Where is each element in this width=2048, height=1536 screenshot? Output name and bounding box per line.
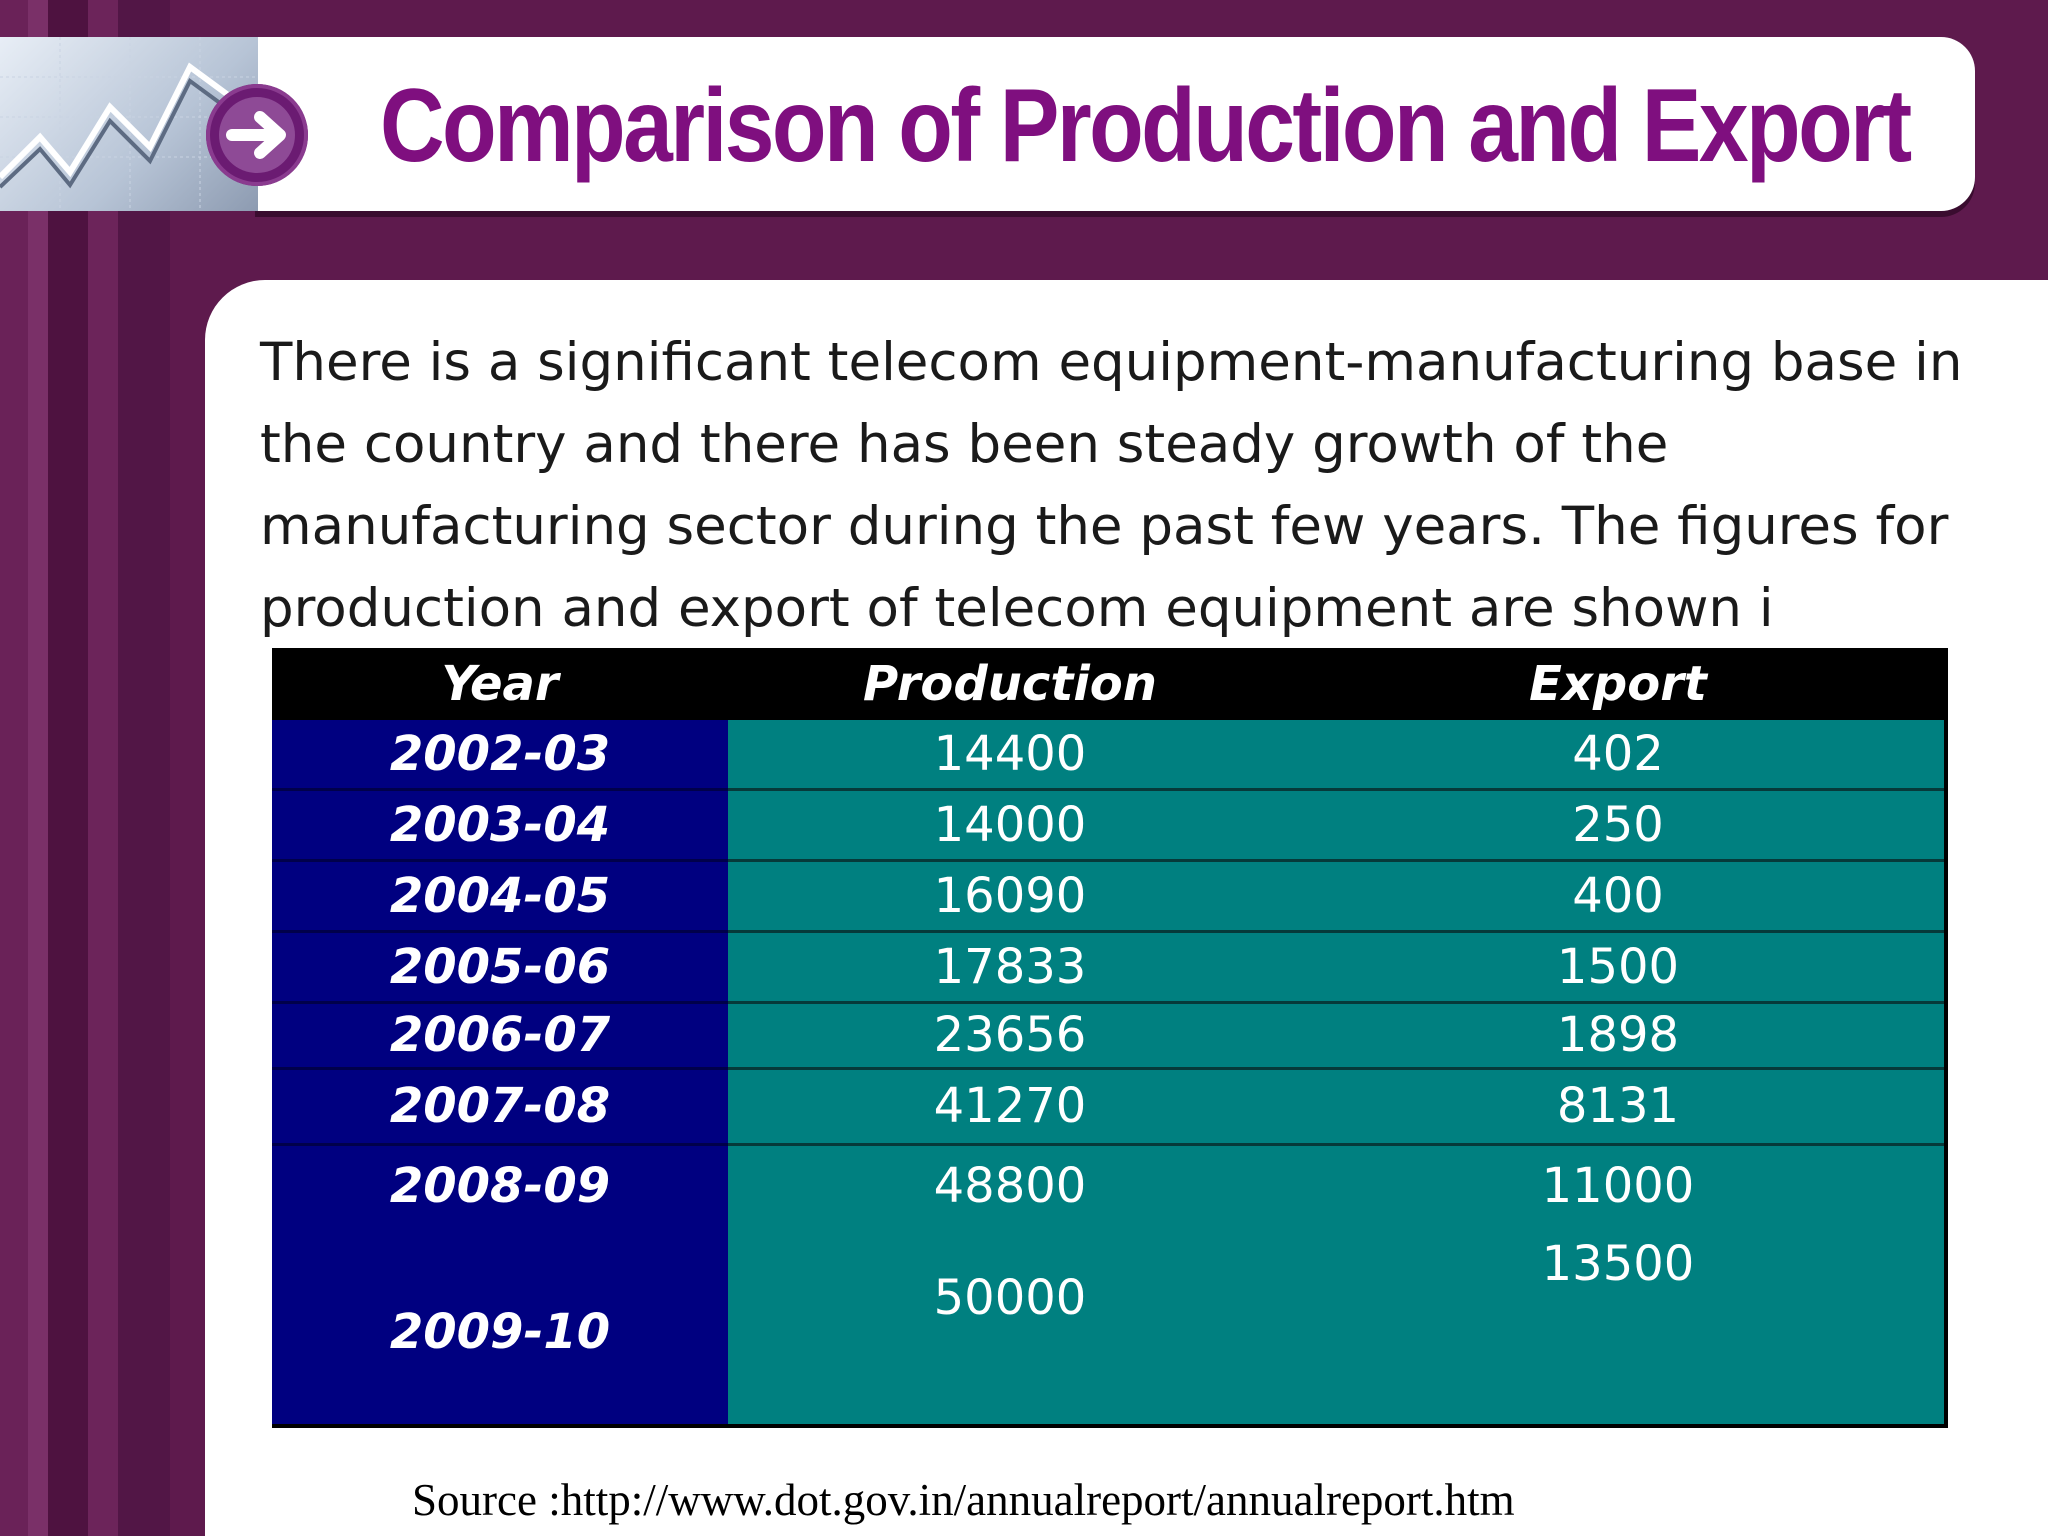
source-citation: Source :http://www.dot.gov.in/annualrepo…	[412, 1475, 1515, 1525]
page-title: Comparison of Production and Export	[380, 68, 1912, 184]
table-row: 2008-09 48800 11000	[272, 1144, 1946, 1226]
export-cell: 250	[1292, 789, 1946, 862]
production-cell: 16090	[728, 860, 1292, 933]
year-cell: 2009-10	[272, 1226, 728, 1426]
export-cell: 400	[1292, 860, 1946, 933]
header-production: Production	[728, 648, 1292, 720]
table-row: 2009-10 50000 13500	[272, 1226, 1946, 1426]
production-cell: 41270	[728, 1068, 1292, 1146]
header-export: Export	[1292, 648, 1946, 720]
table-row: 2003-04 14000 250	[272, 789, 1946, 862]
table-row: 2002-03 14400 402	[272, 720, 1946, 791]
production-cell: 17833	[728, 931, 1292, 1004]
year-cell: 2005-06	[272, 931, 728, 1004]
arrow-right-circle-icon	[206, 84, 308, 186]
year-cell: 2002-03	[272, 720, 728, 791]
production-cell: 14000	[728, 789, 1292, 862]
export-cell: 1500	[1292, 931, 1946, 1004]
export-cell: 8131	[1292, 1068, 1946, 1146]
title-bar	[255, 37, 1975, 211]
export-cell: 402	[1292, 720, 1946, 791]
year-cell: 2003-04	[272, 789, 728, 862]
production-export-table: Year Production Export 2002-03 14400 402…	[272, 648, 1948, 1428]
header-year: Year	[272, 648, 728, 720]
table-row: 2004-05 16090 400	[272, 860, 1946, 933]
year-cell: 2007-08	[272, 1068, 728, 1146]
year-cell: 2006-07	[272, 1002, 728, 1070]
production-cell: 14400	[728, 720, 1292, 791]
production-cell: 50000	[728, 1226, 1292, 1426]
year-cell: 2004-05	[272, 860, 728, 933]
background-stripes	[0, 0, 210, 1536]
table-row: 2005-06 17833 1500	[272, 931, 1946, 1004]
table-header-row: Year Production Export	[272, 648, 1946, 720]
production-cell: 48800	[728, 1144, 1292, 1226]
production-cell: 23656	[728, 1002, 1292, 1070]
export-cell: 11000	[1292, 1144, 1946, 1226]
year-cell: 2008-09	[272, 1144, 728, 1226]
export-cell: 1898	[1292, 1002, 1946, 1070]
table-row: 2007-08 41270 8131	[272, 1068, 1946, 1146]
table-row: 2006-07 23656 1898	[272, 1002, 1946, 1070]
body-paragraph: There is a significant telecom equipment…	[260, 332, 1963, 639]
export-cell: 13500	[1292, 1226, 1946, 1426]
